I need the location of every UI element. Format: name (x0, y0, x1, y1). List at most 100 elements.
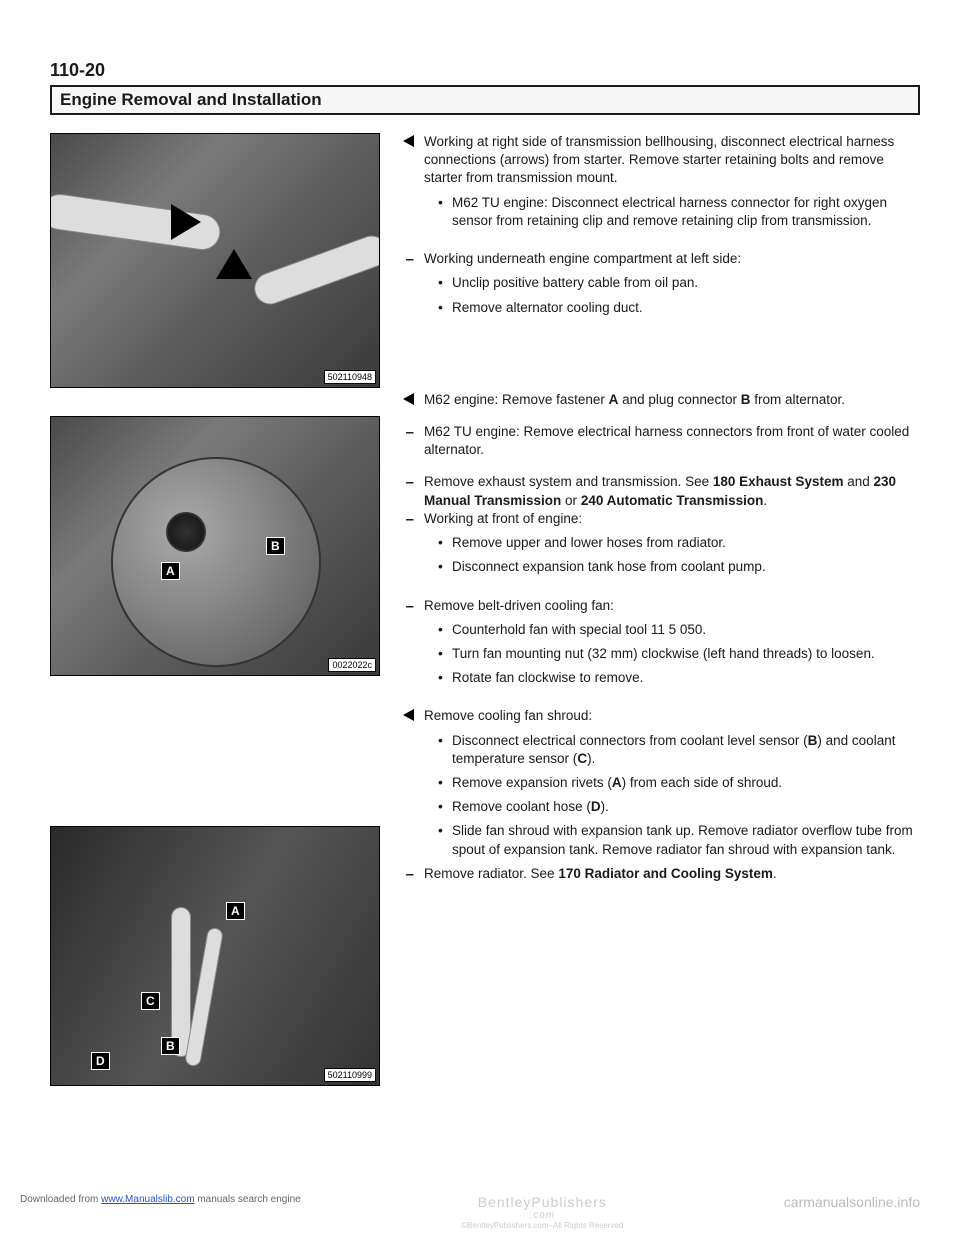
sub-item: • Turn fan mounting nut (32 mm) clockwise… (438, 645, 920, 663)
sub-text: Unclip positive battery cable from oil p… (452, 274, 920, 292)
bullet-icon: • (438, 822, 444, 858)
sub-text: Remove upper and lower hoses from radiat… (452, 534, 920, 552)
block-text: Working at right side of transmission be… (424, 133, 920, 188)
page-number: 110-20 (50, 60, 920, 81)
fig3-hose1 (171, 907, 191, 1057)
footer-center-1: BentleyPublishers (301, 1194, 784, 1210)
instruction-block: –Remove radiator. See 170 Radiator and C… (400, 865, 920, 885)
figure-1-id: 502110948 (324, 370, 376, 384)
triangle-icon (403, 393, 414, 405)
block-body: M62 TU engine: Remove electrical harness… (424, 423, 920, 459)
fig1-arrow-up (216, 249, 252, 279)
sub-text: Remove coolant hose (D). (452, 798, 920, 816)
block-body: Working at front of engine: • Remove upper… (424, 510, 920, 583)
bullet-icon: • (438, 194, 444, 230)
sub-item: •Slide fan shroud with expansion tank up… (438, 822, 920, 858)
block-text: Remove cooling fan shroud: (424, 707, 920, 725)
page-footer: Downloaded from www.Manualslib.com manua… (0, 1194, 960, 1230)
triangle-marker (400, 707, 414, 865)
fig3-callout-b: B (161, 1037, 180, 1055)
bullet-icon: • (438, 669, 444, 687)
bullet-icon: • (438, 732, 444, 768)
bullet-icon: • (438, 798, 444, 816)
content-columns: 502110948 A B 0022022c A B C D 502110999… (50, 133, 920, 1086)
block-text: Remove belt-driven cooling fan: (424, 597, 920, 615)
sub-text: Turn fan mounting nut (32 mm) clockwise … (452, 645, 920, 663)
fig2-alternator (111, 457, 321, 667)
sub-text: Counterhold fan with special tool 11 5 0… (452, 621, 920, 639)
footer-center: BentleyPublishers .com ©BentleyPublisher… (301, 1194, 784, 1230)
block-text: M62 engine: Remove fastener A and plug c… (424, 391, 920, 409)
sub-text: Remove expansion rivets (A) from each si… (452, 774, 920, 792)
figure-2: A B 0022022c (50, 416, 380, 676)
block-text: Remove radiator. See 170 Radiator and Co… (424, 865, 920, 883)
block-body: Remove cooling fan shroud: •Disconnect el… (424, 707, 920, 865)
bullet-icon: • (438, 299, 444, 317)
sub-text: Disconnect expansion tank hose from cool… (452, 558, 920, 576)
triangle-icon (403, 709, 414, 721)
instruction-block: Working at right side of transmission be… (400, 133, 920, 236)
sub-list: • Unclip positive battery cable from oil … (424, 274, 920, 316)
dash-marker: – (400, 865, 414, 885)
block-body: Working underneath engine compartment at… (424, 250, 920, 323)
sub-item: •M62 TU engine: Disconnect electrical ha… (438, 194, 920, 230)
fig3-callout-d: D (91, 1052, 110, 1070)
instruction-block: –Working underneath engine compartment a… (400, 250, 920, 323)
footer-right: carmanualsonline.info (784, 1194, 920, 1230)
sub-item: • Remove upper and lower hoses from radia… (438, 534, 920, 552)
dash-marker: – (400, 510, 414, 583)
figure-2-id: 0022022c (328, 658, 376, 672)
sub-text: Slide fan shroud with expansion tank up.… (452, 822, 920, 858)
sub-item: • Counterhold fan with special tool 11 5 … (438, 621, 920, 639)
figures-column: 502110948 A B 0022022c A B C D 502110999 (50, 133, 380, 1086)
sub-list: • Counterhold fan with special tool 11 5 … (424, 621, 920, 688)
sub-list: •M62 TU engine: Disconnect electrical ha… (424, 194, 920, 230)
sub-item: • Disconnect expansion tank hose from coo… (438, 558, 920, 576)
figure-3-id: 502110999 (324, 1068, 376, 1082)
bullet-icon: • (438, 621, 444, 639)
block-body: Working at right side of transmission be… (424, 133, 920, 236)
bullet-icon: • (438, 274, 444, 292)
block-text: Remove exhaust system and transmission. … (424, 473, 920, 509)
triangle-marker (400, 391, 414, 409)
instruction-block: –Working at front of engine: • Remove uppe… (400, 510, 920, 583)
footer-center-3: ©BentleyPublishers.com–All Rights Reserv… (301, 1221, 784, 1230)
fig3-callout-c: C (141, 992, 160, 1010)
bullet-icon: • (438, 558, 444, 576)
sub-item: • Remove expansion rivets (A) from each s… (438, 774, 920, 792)
instruction-block: –Remove belt-driven cooling fan:•Counter… (400, 597, 920, 694)
footer-center-2: .com (301, 1210, 784, 1221)
bullet-icon: • (438, 534, 444, 552)
block-body: Remove radiator. See 170 Radiator and Co… (424, 865, 920, 885)
section-title: Engine Removal and Installation (60, 90, 322, 109)
triangle-marker (400, 133, 414, 236)
dash-marker: – (400, 473, 414, 509)
footer-left: Downloaded from www.Manualslib.com manua… (20, 1194, 301, 1230)
bullet-icon: • (438, 774, 444, 792)
instruction-block: M62 engine: Remove fastener A and plug c… (400, 391, 920, 409)
footer-left-prefix: Downloaded from (20, 1194, 101, 1205)
figure-1: 502110948 (50, 133, 380, 388)
fig2-bolt (166, 512, 206, 552)
instruction-block: –Remove exhaust system and transmission.… (400, 473, 920, 509)
sub-item: • Unclip positive battery cable from oil … (438, 274, 920, 292)
block-text: M62 TU engine: Remove electrical harness… (424, 423, 920, 459)
footer-link[interactable]: www.Manualslib.com (101, 1194, 194, 1205)
instruction-block: –M62 TU engine: Remove electrical harnes… (400, 423, 920, 459)
sub-item: •Rotate fan clockwise to remove. (438, 669, 920, 687)
dash-marker: – (400, 250, 414, 323)
fig1-arrow-right (171, 204, 201, 240)
block-body: Remove exhaust system and transmission. … (424, 473, 920, 509)
block-body: Remove belt-driven cooling fan: • Counterh… (424, 597, 920, 694)
sub-text: Remove alternator cooling duct. (452, 299, 920, 317)
fig2-callout-b: B (266, 537, 285, 555)
bullet-icon: • (438, 645, 444, 663)
sub-list: •Disconnect electrical connectors from c… (424, 732, 920, 859)
block-text: Working at front of engine: (424, 510, 920, 528)
sub-item: • Remove alternator cooling duct. (438, 299, 920, 317)
dash-marker: – (400, 423, 414, 459)
instruction-block: Remove cooling fan shroud: •Disconnect el… (400, 707, 920, 865)
footer-left-suffix: manuals search engine (195, 1194, 301, 1205)
block-body: M62 engine: Remove fastener A and plug c… (424, 391, 920, 409)
fig2-callout-a: A (161, 562, 180, 580)
